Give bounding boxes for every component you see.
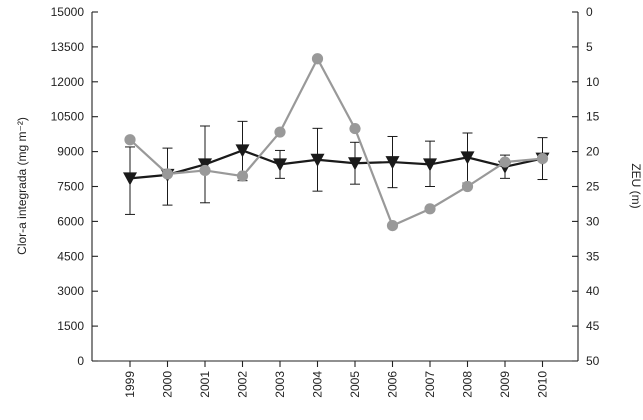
data-point — [461, 180, 474, 193]
right-tick-label: 25 — [586, 180, 600, 194]
x-tick-label: 2007 — [423, 371, 437, 398]
x-tick-label: 2006 — [386, 371, 400, 398]
left-tick-label: 10500 — [51, 110, 85, 124]
axes: 0150030004500600075009000105001200013500… — [51, 5, 600, 398]
data-point — [123, 172, 137, 186]
left-tick-label: 0 — [77, 354, 84, 368]
right-tick-label: 30 — [586, 214, 600, 228]
left-tick-label: 15000 — [51, 5, 85, 19]
left-axis-title: Clor-a integrada (mg m⁻²) — [15, 117, 29, 255]
data-point — [499, 156, 511, 168]
data-point — [274, 126, 286, 138]
data-point — [161, 168, 174, 180]
data-point — [311, 53, 324, 65]
data-point — [385, 156, 400, 170]
right-axis-title: ZEU (m) — [629, 163, 643, 208]
x-tick-label: 2003 — [273, 371, 287, 398]
data-point — [124, 134, 136, 146]
data-point — [348, 157, 362, 171]
right-tick-label: 45 — [586, 319, 600, 333]
right-tick-label: 20 — [586, 145, 600, 159]
data-point — [423, 158, 437, 172]
data-point — [460, 151, 475, 165]
data-point — [536, 152, 549, 165]
x-tick-label: 2008 — [461, 371, 475, 398]
x-tick-label: 2005 — [348, 371, 362, 398]
x-tick-label: 2010 — [536, 371, 550, 398]
x-tick-label: 2001 — [198, 371, 212, 398]
left-tick-label: 4500 — [57, 249, 84, 263]
right-tick-label: 10 — [586, 75, 600, 89]
left-tick-label: 7500 — [57, 180, 84, 194]
left-tick-label: 6000 — [57, 214, 84, 228]
data-point — [236, 170, 249, 182]
right-tick-label: 40 — [586, 284, 600, 298]
right-tick-label: 50 — [586, 354, 600, 368]
left-tick-label: 3000 — [57, 284, 84, 298]
data-point — [273, 158, 287, 172]
data-point — [386, 219, 399, 232]
data-point — [424, 203, 436, 215]
right-tick-label: 0 — [586, 5, 593, 19]
right-tick-label: 5 — [586, 40, 593, 54]
data-point — [199, 164, 211, 177]
series-1 — [123, 120, 550, 215]
x-tick-label: 2002 — [236, 371, 250, 398]
x-tick-label: 2000 — [161, 371, 175, 398]
left-tick-label: 9000 — [57, 145, 84, 159]
left-tick-label: 13500 — [51, 40, 85, 54]
data-point — [235, 144, 250, 158]
right-tick-label: 15 — [586, 110, 600, 124]
data-point — [310, 153, 325, 167]
series-line — [129, 56, 543, 228]
series-line — [129, 149, 543, 180]
left-tick-label: 1500 — [57, 319, 84, 333]
left-tick-label: 12000 — [51, 75, 85, 89]
data-point — [349, 122, 361, 135]
series-2 — [124, 53, 549, 232]
right-tick-label: 35 — [586, 249, 600, 263]
x-tick-label: 2009 — [498, 371, 512, 398]
x-tick-label: 1999 — [123, 371, 137, 398]
series-layer — [123, 53, 550, 232]
x-tick-label: 2004 — [311, 371, 325, 398]
